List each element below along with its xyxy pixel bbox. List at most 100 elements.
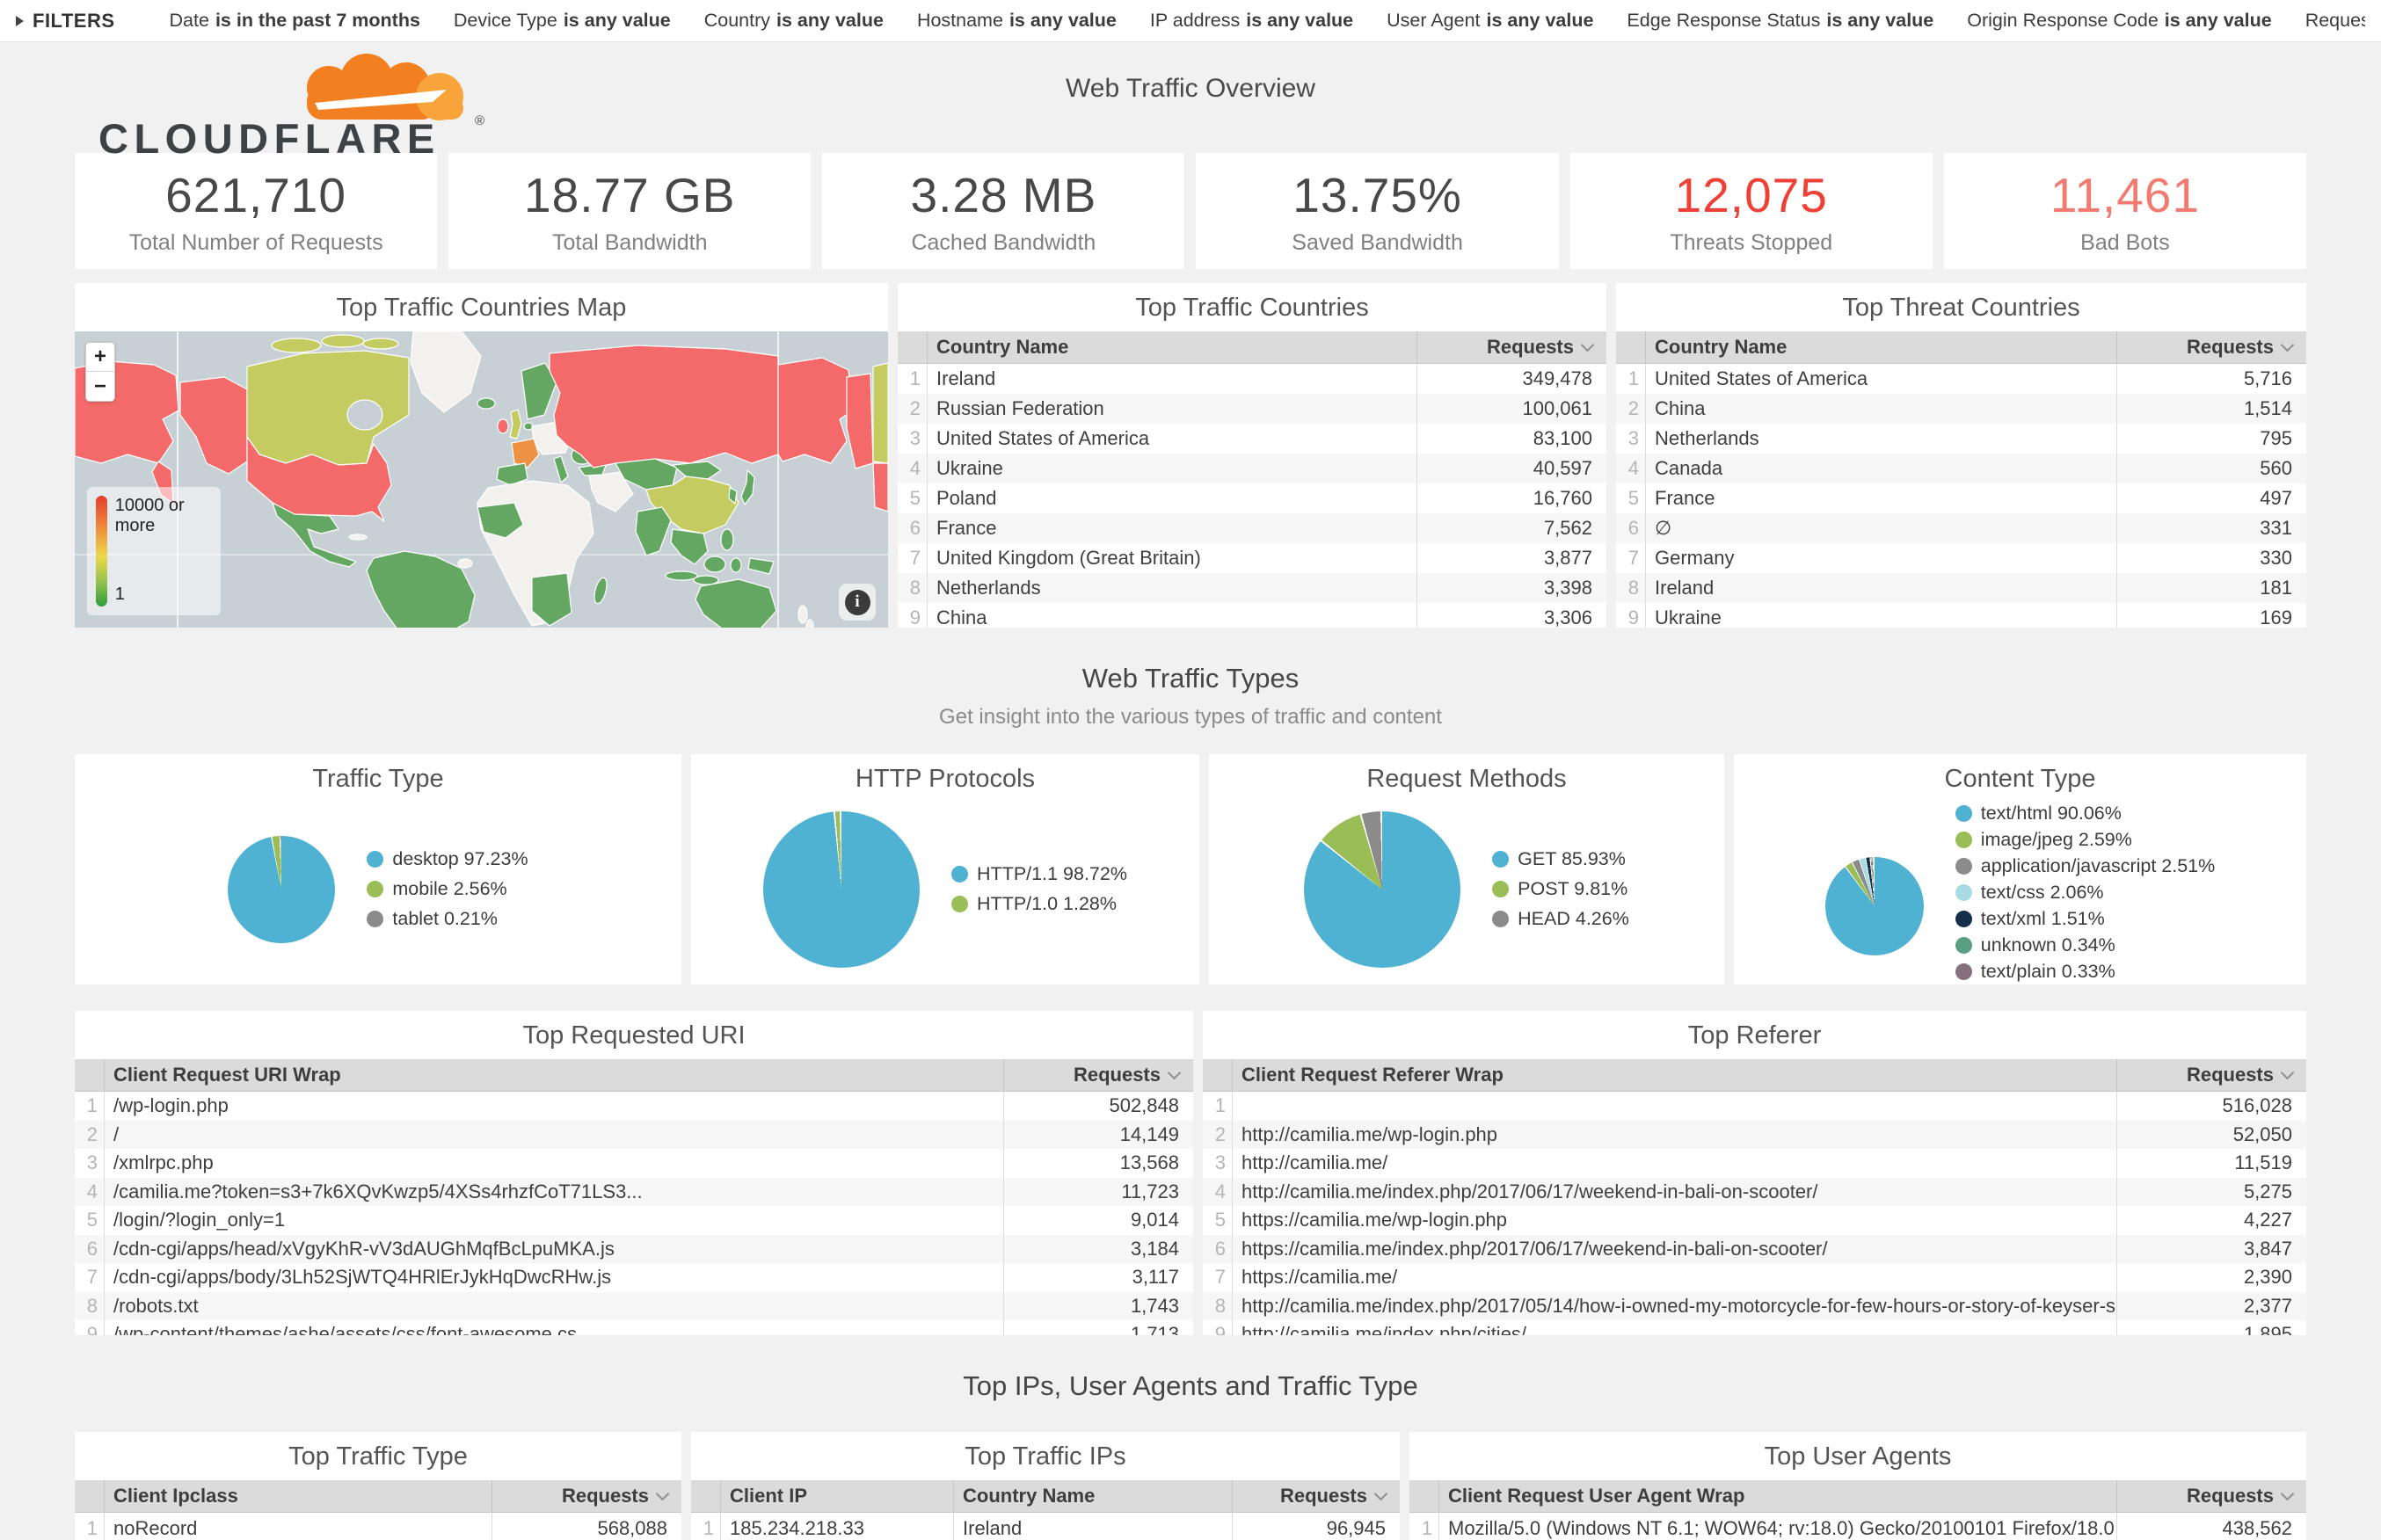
col-requests-sort[interactable]: Requests	[1417, 336, 1606, 359]
table-row: 8 /robots.txt 1,743	[75, 1291, 1193, 1320]
col-user-agent: Client Request User Agent Wrap	[1439, 1480, 2117, 1512]
requests-cell: 3,306	[1543, 607, 1592, 628]
table-row: 2 http://camilia.me/wp-login.php 52,050	[1203, 1120, 2306, 1149]
uri-cell: /login/?login_only=1	[105, 1206, 1004, 1235]
top-traffic-countries-panel: Top Traffic Countries Country Name Reque…	[898, 283, 1606, 628]
filter-condition: is any value	[1486, 10, 1594, 31]
top-threat-countries-panel: Top Threat Countries Country Name Reques…	[1616, 283, 2306, 628]
country-name-cell: United Kingdom (Great Britain)	[928, 543, 1417, 573]
requests-cell: 40,597	[1533, 457, 1592, 479]
legend-item: GET 85.93%	[1492, 848, 1629, 870]
legend-dot	[1955, 805, 1972, 822]
col-requests-sort[interactable]: Requests	[2117, 1064, 2306, 1086]
filter-item[interactable]: Country is any value	[704, 10, 884, 32]
filter-item[interactable]: Edge Response Status is any value	[1627, 10, 1933, 32]
col-requests-sort[interactable]: Requests	[2117, 336, 2306, 359]
col-country-name: Country Name	[954, 1480, 1233, 1512]
legend-item: text/css 2.06%	[1955, 882, 2216, 904]
traffic-type-legend: desktop 97.23% mobile 2.56% tablet 0.21%	[367, 848, 528, 930]
filter-field: Device Type	[453, 10, 557, 31]
legend-item: unknown 0.34%	[1955, 934, 2216, 956]
requests-cell: 331	[2260, 517, 2292, 539]
country-name-cell: ∅	[1646, 513, 2117, 543]
requests-cell: 568,088	[597, 1517, 667, 1539]
filter-item[interactable]: Date is in the past 7 months	[170, 10, 420, 32]
map-info-button[interactable]: i	[839, 584, 876, 621]
filter-bar: FILTERS Date is in the past 7 months Devi…	[0, 0, 2381, 42]
top-traffic-ips-panel: Top Traffic IPs Client IP Country Name R…	[691, 1432, 1400, 1540]
zoom-out-button[interactable]: −	[93, 374, 106, 398]
panel-title: Top Traffic IPs	[965, 1442, 1126, 1471]
table-row: 6 /cdn-cgi/apps/head/xVgyKhR-vV3dAUGhMqf…	[75, 1234, 1193, 1263]
chevron-down-icon	[2280, 1065, 2295, 1079]
table-row: 7 /cdn-cgi/apps/body/3Lh52SjWTQ4HRlErJyk…	[75, 1263, 1193, 1292]
content-type-legend: text/html 90.06% image/jpeg 2.59% applic…	[1955, 803, 2216, 984]
table-row: 1 Ireland 349,478	[898, 364, 1606, 394]
filter-item[interactable]: Request URIis any value	[2305, 10, 2365, 32]
table-row: 9 http://camilia.me/index.php/cities/ 1,…	[1203, 1320, 2306, 1335]
legend-item: HTTP/1.1 98.72%	[951, 863, 1127, 885]
request-methods-pie-chart	[1304, 810, 1461, 968]
referer-cell: http://camilia.me/	[1233, 1149, 2117, 1178]
filter-field: User Agent	[1387, 10, 1481, 31]
requests-cell: 502,848	[1109, 1094, 1179, 1117]
filter-item[interactable]: User Agent is any value	[1387, 10, 1593, 32]
chevron-down-icon	[1580, 338, 1595, 352]
uri-cell: /	[105, 1120, 1004, 1149]
referer-cell: http://camilia.me/index.php/2017/05/14/h…	[1233, 1291, 2117, 1320]
uri-cell: /robots.txt	[105, 1291, 1004, 1320]
filter-item[interactable]: Device Type is any value	[454, 10, 671, 32]
filter-field: Edge Response Status	[1627, 10, 1821, 31]
row-index: 7	[1203, 1263, 1233, 1292]
col-requests-sort[interactable]: Requests	[1004, 1064, 1193, 1086]
legend-label: application/javascript 2.51%	[1980, 855, 2216, 876]
table-body: 1 516,028 2 http://camilia.me/wp-login.p…	[1203, 1092, 2306, 1335]
country-name-cell: Ukraine	[928, 454, 1417, 483]
requests-cell: 14,149	[1119, 1122, 1179, 1145]
row-index: 2	[1203, 1120, 1233, 1149]
country-name-cell: United States of America	[928, 424, 1417, 454]
filter-item[interactable]: Origin Response Code is any value	[1967, 10, 2271, 32]
legend-item: POST 9.81%	[1492, 878, 1629, 900]
panel-title: Top Requested URI	[522, 1021, 746, 1050]
table-row: 5 /login/?login_only=1 9,014	[75, 1206, 1193, 1235]
panel-title: Request Methods	[1366, 765, 1567, 793]
row-index: 6	[898, 513, 928, 543]
table-row: 8 Netherlands 3,398	[898, 573, 1606, 603]
table-row: 9 Ukraine 169	[1616, 603, 2306, 628]
legend-dot	[1955, 963, 1972, 980]
legend-label: text/plain 0.33%	[1980, 961, 2115, 982]
filter-item[interactable]: IP address is any value	[1150, 10, 1353, 32]
row-index: 8	[75, 1291, 105, 1320]
requests-cell: 1,743	[1130, 1294, 1179, 1317]
filter-item[interactable]: Hostname is any value	[917, 10, 1117, 32]
legend-label: desktop 97.23%	[392, 848, 528, 869]
row-index: 4	[898, 454, 928, 483]
row-index: 8	[898, 573, 928, 603]
legend-item: text/html 90.06%	[1955, 803, 2216, 824]
table-body: 1 /wp-login.php 502,848 2 / 14,149 3	[75, 1092, 1193, 1335]
dashboard-header: CLOUDFLARE ® Web Traffic Overview	[0, 42, 2381, 162]
zoom-in-button[interactable]: +	[86, 343, 114, 372]
legend-label: GET 85.93%	[1518, 848, 1626, 869]
kpi-label: Total Number of Requests	[128, 229, 383, 255]
chevron-down-icon	[1373, 1486, 1388, 1500]
col-requests-sort[interactable]: Requests	[1233, 1485, 1400, 1507]
table-row: 5 Poland 16,760	[898, 483, 1606, 513]
requests-cell: 1,713	[1130, 1323, 1179, 1335]
table-row: 8 http://camilia.me/index.php/2017/05/14…	[1203, 1291, 2306, 1320]
requests-cell: 2,390	[2243, 1266, 2292, 1289]
ipclass-cell: noRecord	[105, 1513, 492, 1540]
row-index: 5	[75, 1206, 105, 1235]
world-map[interactable]: + − 10000 or more 1 i	[75, 331, 888, 628]
col-requests-sort[interactable]: Requests	[492, 1485, 681, 1507]
requests-cell: 1,514	[2243, 397, 2292, 419]
chevron-down-icon	[1167, 1065, 1182, 1079]
col-requests-sort[interactable]: Requests	[2117, 1485, 2306, 1507]
table-row: 7 https://camilia.me/ 2,390	[1203, 1263, 2306, 1292]
filter-condition: is any value	[1826, 10, 1934, 31]
legend-item: HEAD 4.26%	[1492, 908, 1629, 930]
country-name-cell: Netherlands	[1646, 424, 2117, 454]
filters-toggle[interactable]: FILTERS	[16, 10, 115, 33]
panel-title: Top Referer	[1687, 1021, 1822, 1050]
